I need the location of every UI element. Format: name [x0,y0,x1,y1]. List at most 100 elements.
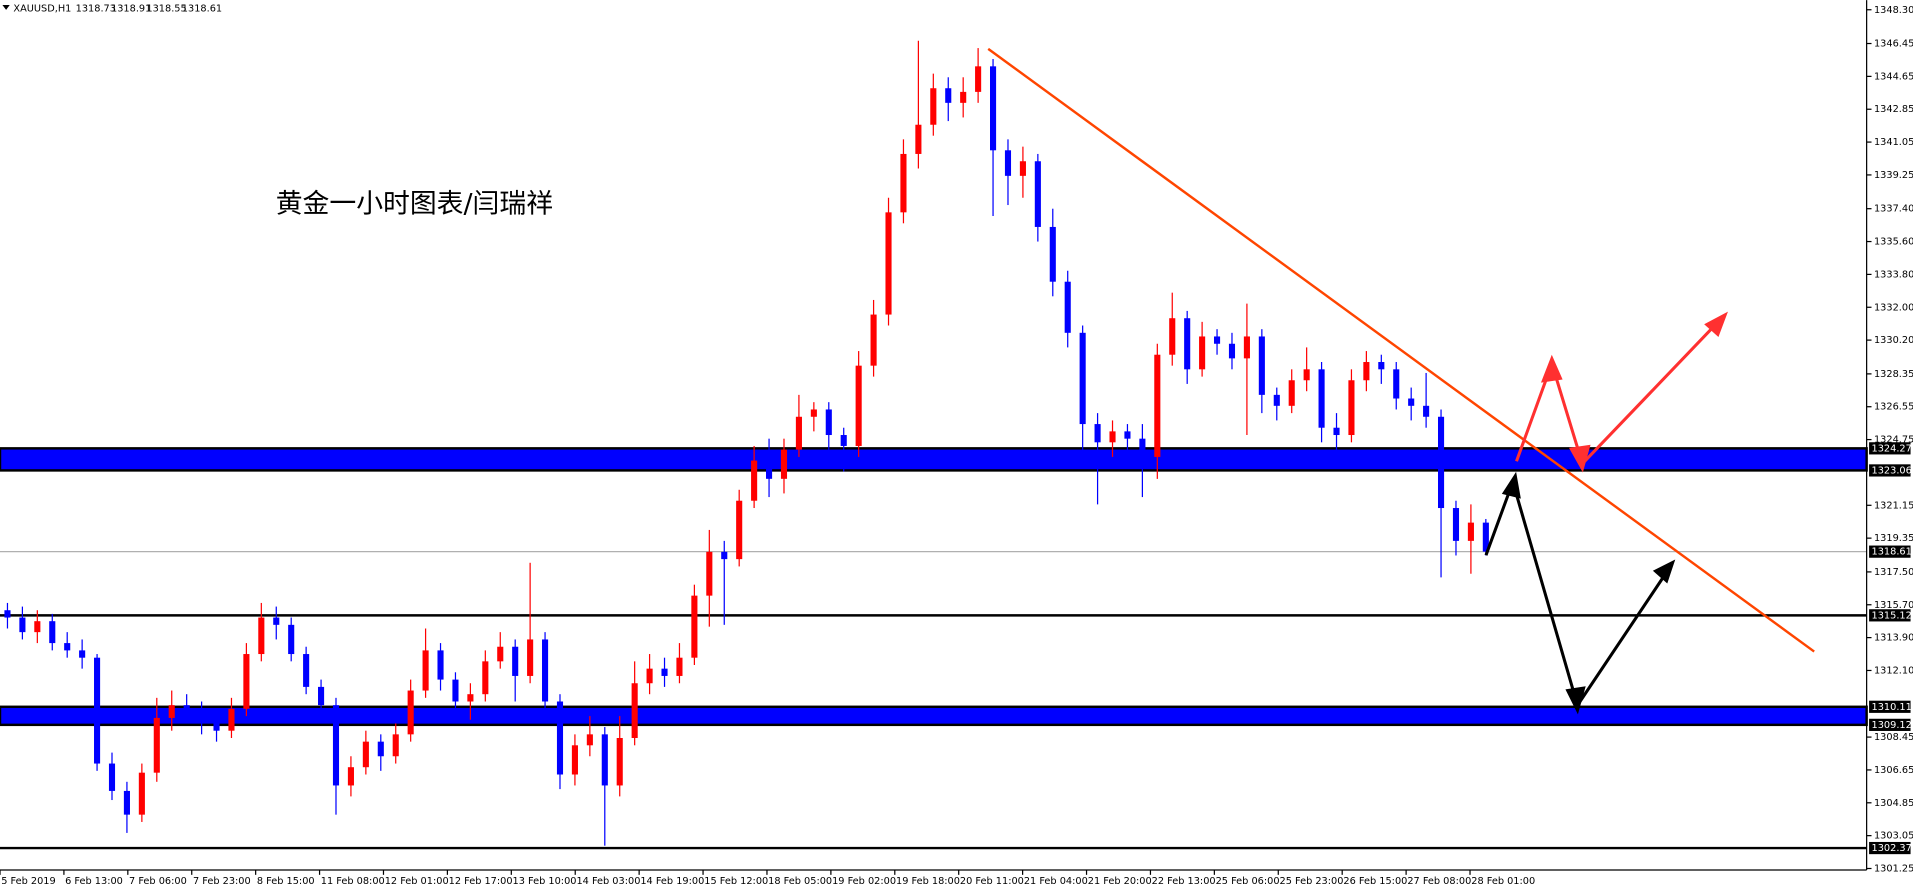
candle-body [273,617,280,625]
y-tick-label: 1332.00 [1874,302,1913,313]
zone-bottom-label: 1323.06 [1872,465,1912,476]
y-tick-label: 1324.75 [1874,435,1913,446]
candle-body [930,88,937,125]
candle-body [870,314,877,366]
candle-body [1019,161,1026,176]
y-tick-label: 1342.85 [1874,104,1913,115]
candle-body [153,717,160,773]
x-tick-label: 8 Feb 15:00 [257,876,315,887]
candle-body [452,679,459,702]
y-tick-label: 1319.35 [1874,533,1913,544]
candle-body [795,416,802,450]
candle-body [1034,161,1041,227]
arrow-head [1565,686,1586,715]
y-tick-label: 1306.65 [1874,765,1913,776]
candle-body [213,719,220,731]
candle-body [676,657,683,676]
level-label-bg [1869,609,1911,622]
y-tick-label: 1301.25 [1874,863,1913,874]
y-tick-label: 1313.90 [1874,633,1913,644]
y-tick-label: 1328.35 [1874,369,1913,380]
candle-body [1423,405,1430,417]
x-tick-label: 15 Feb 12:00 [704,876,768,887]
candle-body [1303,369,1310,381]
candle-body [138,772,145,815]
y-tick-label: 1344.65 [1874,71,1913,82]
candle-body [601,734,608,786]
candle-body [1213,336,1221,344]
zone-top-label-bg [1869,442,1911,455]
candle-body [586,734,593,746]
candle-body [1049,226,1056,282]
y-tick-label: 1326.55 [1874,402,1913,413]
x-tick-label: 26 Feb 15:00 [1343,876,1407,887]
y-tick-label: 1339.25 [1874,170,1913,181]
zone-top-label: 1324.27 [1872,443,1912,454]
candle-body [1139,438,1146,457]
x-tick-label: 21 Feb 20:00 [1088,876,1152,887]
candle-body [706,551,713,596]
x-tick-label: 5 Feb 2019 [1,876,55,887]
y-tick-label: 1317.50 [1874,567,1913,578]
candle-body [422,650,429,691]
candle-body [1243,336,1250,359]
y-tick-label: 1346.45 [1874,39,1913,50]
candle-body [392,734,399,757]
arrow-head [1568,444,1591,473]
candle-body [467,694,474,702]
price-label: 1318.61 [1872,547,1912,558]
x-tick-label: 6 Feb 13:00 [65,876,123,887]
x-tick-label: 27 Feb 08:00 [1407,876,1471,887]
level-label-bg [1869,841,1911,855]
candle-body [1124,431,1131,439]
price-label-bg [1869,545,1911,558]
x-tick-label: 18 Feb 05:00 [768,876,832,887]
candle-body [94,657,101,764]
candle-body [1258,336,1265,395]
candle-body [825,409,832,436]
candle-body [766,460,773,479]
candle-body [4,610,11,618]
arrow-head [1540,354,1563,383]
candle-body [1348,380,1355,436]
candle-body [303,654,310,687]
candle-body [1273,394,1280,406]
candle-body [332,705,340,786]
candle-body [1363,362,1370,381]
candle-body [108,763,116,791]
candle-body [288,624,295,655]
x-tick-label: 7 Feb 06:00 [129,876,187,887]
candle-body [1154,354,1161,457]
arrow-head [1501,471,1521,499]
y-tick-label: 1304.85 [1874,798,1913,809]
candle-body [1064,281,1071,333]
symbol: XAUUSD,H1 [13,4,71,15]
forecast-arrows [1484,311,1728,715]
y-tick-label: 1348.30 [1874,5,1913,16]
axes: 1348.30 1346.45 1344.65 1342.85 1341.05 1339.… [0,5,1913,887]
candle-body [751,460,758,501]
arrow-head [1652,559,1676,584]
y-tick-label: 1321.15 [1874,500,1913,511]
x-tick-label: 19 Feb 18:00 [896,876,960,887]
x-tick-label: 11 Feb 08:00 [321,876,385,887]
candle-body [1408,398,1415,406]
y-tick-label: 1330.20 [1874,335,1913,346]
x-tick-label: 14 Feb 19:00 [640,876,704,887]
candle-body [1333,427,1340,436]
candle-body [945,88,952,103]
support-zone [0,705,1868,727]
candle-body [19,617,26,633]
level-label: 1302.37 [1872,843,1912,854]
candle-body [885,212,892,315]
candle-body [721,551,728,560]
candle-body [1467,522,1474,541]
zone-bottom-label: 1309.12 [1872,720,1912,731]
quote-open: 1318.73 [76,4,116,15]
black-path [1484,477,1671,709]
y-tick-label: 1335.60 [1874,237,1913,248]
candle-body [1184,318,1191,370]
candle-body [497,646,504,662]
